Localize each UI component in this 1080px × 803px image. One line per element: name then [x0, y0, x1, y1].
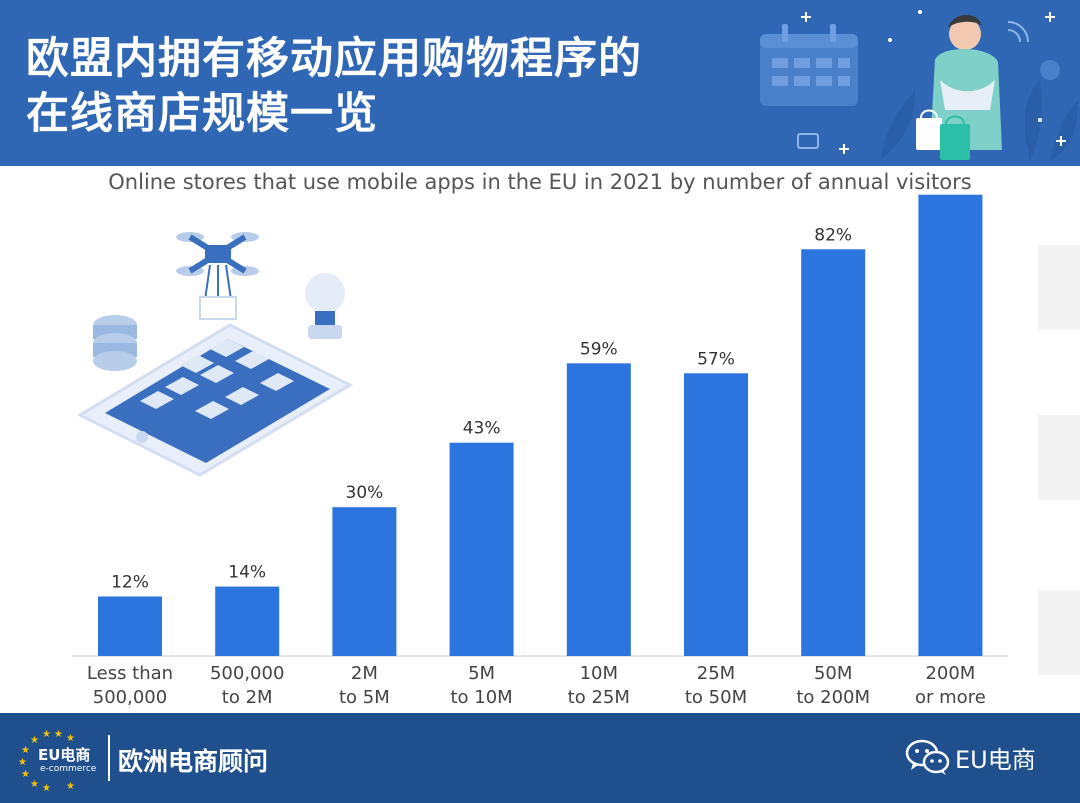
category-label-2: 500,000 to 2M — [210, 663, 284, 708]
logo-text: EU电商 — [38, 746, 91, 764]
value-label-3: 30% — [346, 483, 384, 503]
svg-text:★: ★ — [66, 781, 75, 791]
category-label-5: 10M to 25M — [568, 663, 630, 708]
bar-3 — [332, 507, 397, 656]
svg-text:★: ★ — [54, 729, 63, 740]
bar-1 — [98, 596, 162, 656]
value-label-4: 43% — [463, 419, 501, 439]
server-stack-icon — [93, 315, 137, 371]
svg-text:★: ★ — [30, 779, 39, 790]
bar-8 — [918, 194, 983, 656]
edge-decoration — [1038, 590, 1080, 675]
svg-text:★: ★ — [42, 729, 51, 740]
drone-icon — [176, 232, 259, 320]
page-title: 欧盟内拥有移动应用购物程序的 在线商店规模一览 — [26, 32, 746, 142]
value-label-8: 93% — [932, 190, 970, 191]
svg-text:★: ★ — [21, 769, 30, 780]
category-label-8: 200M or more — [915, 663, 986, 708]
wechat-account-name: EU电商 — [955, 746, 1036, 774]
svg-text:★: ★ — [30, 735, 39, 746]
footer-divider — [108, 735, 110, 781]
svg-text:★: ★ — [18, 757, 27, 768]
value-label-6: 57% — [697, 349, 735, 369]
category-label-7: 50M to 200M — [796, 663, 870, 708]
wechat-icon — [905, 739, 950, 775]
shopping-person-illustration — [760, 10, 1078, 160]
bar-2 — [215, 586, 280, 656]
bar-5 — [566, 363, 631, 656]
value-label-2: 14% — [228, 563, 266, 583]
bar-7 — [801, 249, 866, 656]
bar-4 — [449, 442, 514, 656]
logo-subtext: e-commerce — [40, 764, 97, 774]
category-label-4: 5M to 10M — [450, 663, 512, 708]
footer-bar: ★ ★ ★ ★ ★ ★ ★ ★ ★ ★ EU电商 e-commerce 欧洲电商顾问 EU电… — [0, 713, 1080, 803]
svg-text:★: ★ — [42, 783, 51, 791]
title-line-2: 在线商店规模一览 — [26, 89, 378, 139]
footer-brand: 欧洲电商顾问 — [118, 747, 269, 776]
edge-decoration — [1038, 415, 1080, 500]
title-line-1: 欧盟内拥有移动应用购物程序的 — [26, 34, 642, 84]
smartphone-app-illustration — [76, 232, 354, 477]
svg-text:★: ★ — [21, 745, 30, 756]
category-label-3: 2M to 5M — [339, 663, 390, 708]
eu-stars-logo: ★★★ ★★★ ★★ ★ ★ — [18, 729, 75, 791]
category-label-6: 25M to 50M — [685, 663, 747, 708]
bar-6 — [684, 373, 748, 656]
value-label-7: 82% — [814, 225, 852, 245]
value-label-1: 12% — [111, 572, 149, 592]
svg-text:★: ★ — [66, 733, 75, 744]
value-label-5: 59% — [580, 339, 618, 359]
header-banner: 欧盟内拥有移动应用购物程序的 在线商店规模一览 — [0, 0, 1080, 166]
bar-chart: 12% Less than 500,000 14% 500,000 to 2M 30% 2M t… — [72, 190, 1008, 708]
calendar-icon — [760, 24, 858, 106]
chart-subtitle: Online stores that use mobile apps in th… — [108, 170, 972, 194]
edge-decoration — [1038, 245, 1080, 330]
lightbulb-icon — [305, 273, 345, 339]
category-label-1: Less than 500,000 — [87, 663, 173, 708]
